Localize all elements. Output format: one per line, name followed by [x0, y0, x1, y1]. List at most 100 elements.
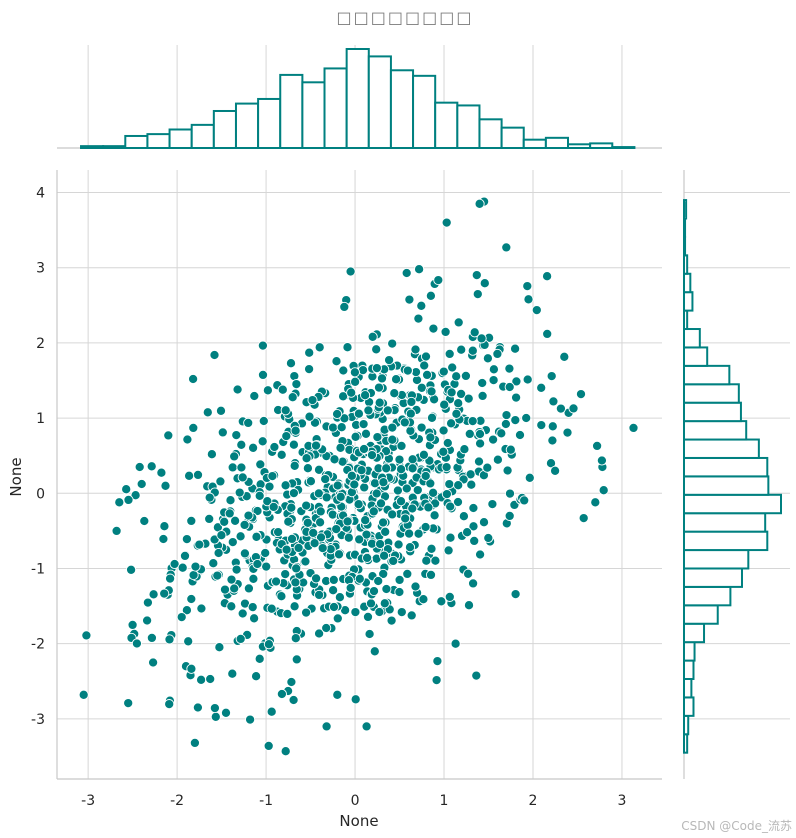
grid-lines: [57, 170, 662, 779]
scatter-point: [293, 542, 304, 553]
scatter-point: [362, 552, 373, 563]
scatter-point: [501, 242, 512, 253]
scatter-point: [375, 498, 387, 509]
scatter-point: [505, 444, 516, 455]
scatter-point: [356, 465, 367, 476]
right-hist-bar: [683, 696, 695, 717]
scatter-point: [401, 267, 412, 279]
scatter-point: [215, 405, 227, 416]
right-hist-bar: [683, 493, 782, 515]
scatter-point: [315, 506, 326, 517]
scatter-point: [363, 405, 374, 416]
scatter-point: [441, 217, 452, 228]
scatter-point: [425, 569, 437, 580]
scatter-point: [281, 544, 292, 555]
scatter-point: [550, 465, 561, 476]
scatter-point: [209, 703, 220, 714]
scatter-point: [361, 529, 372, 540]
scatter-point: [248, 442, 259, 453]
top-hist-bar: [478, 118, 503, 149]
right-hist-bar: [683, 438, 760, 459]
scatter-point: [396, 607, 407, 618]
scatter-point: [426, 543, 437, 554]
scatter-point: [413, 528, 424, 539]
scatter-point: [462, 527, 473, 538]
scatter-point: [335, 491, 346, 502]
scatter-point: [78, 689, 89, 700]
scatter-point: [476, 333, 487, 344]
right-hist-bar: [683, 604, 719, 625]
scatter-point: [428, 487, 439, 498]
right-hist-bar: [683, 346, 709, 367]
scatter-point: [432, 656, 443, 667]
scatter-point: [542, 328, 553, 339]
scatter-point: [204, 513, 215, 524]
scatter-point: [257, 340, 268, 351]
right-hist-bar: [683, 217, 687, 238]
right-hist-bar: [683, 291, 694, 312]
scatter-point: [280, 746, 291, 757]
scatter-point: [379, 550, 390, 561]
scatter-point: [536, 382, 547, 393]
right-hist-bar: [683, 549, 750, 570]
scatter-point: [425, 478, 436, 489]
scatter-point: [559, 351, 570, 362]
scatter-point: [402, 365, 413, 376]
scatter-point: [321, 492, 332, 503]
watermark: CSDN @Code_流苏: [681, 819, 792, 833]
scatter-point: [396, 440, 407, 451]
scatter-point: [472, 289, 483, 300]
scatter-point: [391, 374, 402, 385]
scatter-point: [522, 281, 533, 292]
top-marginal-histogram: [57, 45, 662, 150]
x-tick-label: 3: [618, 793, 627, 809]
scatter-point: [369, 646, 380, 657]
scatter-point: [251, 671, 262, 682]
scatter-point: [418, 594, 429, 605]
scatter-point: [350, 376, 361, 387]
scatter-point: [592, 440, 603, 451]
scatter-point: [181, 605, 192, 616]
scatter-point: [339, 301, 350, 312]
scatter-point: [420, 351, 432, 362]
scatter-point: [562, 427, 573, 438]
scatter-point: [504, 488, 516, 499]
scatter-point: [441, 462, 452, 473]
scatter-point: [263, 639, 274, 650]
scatter-point: [123, 494, 134, 505]
scatter-point: [360, 390, 371, 401]
scatter-point: [423, 502, 434, 513]
scatter-point: [267, 471, 278, 482]
scatter-point: [346, 470, 357, 481]
scatter-point: [220, 707, 232, 718]
scatter-point: [463, 600, 475, 611]
scatter-point: [405, 425, 416, 436]
scatter-point: [227, 462, 238, 473]
scatter-point: [243, 510, 254, 521]
scatter-point: [440, 326, 451, 337]
scatter-point: [464, 428, 475, 439]
scatter-point: [467, 345, 478, 356]
scatter-point: [475, 438, 486, 449]
scatter-point: [389, 388, 400, 399]
scatter-point: [248, 573, 259, 584]
right-hist-bar: [683, 254, 689, 275]
scatter-point: [436, 596, 447, 607]
scatter-point: [321, 721, 332, 732]
top-hist-bar: [257, 97, 282, 149]
scatter-point: [237, 472, 248, 483]
scatter-point: [189, 737, 200, 748]
scatter-point: [430, 555, 441, 566]
scatter-point: [401, 483, 412, 494]
scatter-point: [280, 480, 291, 491]
scatter-point: [280, 405, 291, 416]
scatter-point: [468, 502, 479, 514]
scatter-point: [467, 416, 478, 427]
scatter-point: [243, 417, 254, 428]
scatter-point: [545, 458, 557, 469]
scatter-point: [276, 688, 287, 700]
scatter-point: [418, 449, 429, 460]
scatter-point: [301, 607, 312, 618]
scatter-points: [78, 196, 639, 757]
scatter-point: [237, 608, 248, 619]
